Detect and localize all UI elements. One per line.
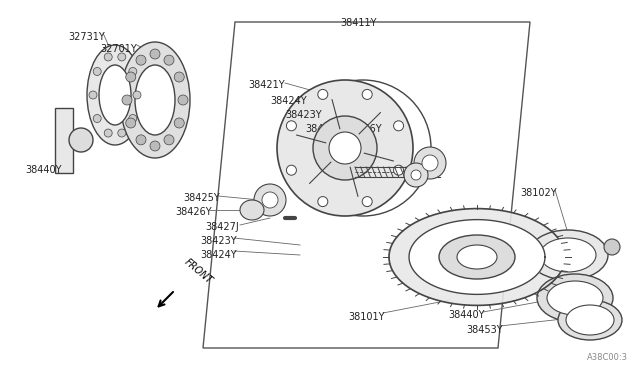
- Ellipse shape: [87, 45, 143, 145]
- Ellipse shape: [329, 132, 361, 164]
- Ellipse shape: [394, 165, 404, 175]
- Ellipse shape: [133, 91, 141, 99]
- Ellipse shape: [287, 121, 296, 131]
- Text: 38426Y: 38426Y: [345, 124, 381, 134]
- Ellipse shape: [129, 67, 137, 76]
- Ellipse shape: [93, 115, 101, 122]
- Ellipse shape: [422, 155, 438, 171]
- Ellipse shape: [118, 129, 126, 137]
- Ellipse shape: [69, 128, 93, 152]
- Text: 38425Y: 38425Y: [322, 136, 359, 146]
- Ellipse shape: [411, 170, 421, 180]
- Ellipse shape: [135, 65, 175, 135]
- Ellipse shape: [125, 72, 136, 82]
- Text: 38421Y: 38421Y: [248, 80, 285, 90]
- Polygon shape: [409, 219, 545, 294]
- Ellipse shape: [174, 72, 184, 82]
- Text: 38101Y: 38101Y: [348, 312, 385, 322]
- Ellipse shape: [118, 53, 126, 61]
- Ellipse shape: [362, 89, 372, 99]
- Ellipse shape: [129, 115, 137, 122]
- Ellipse shape: [150, 141, 160, 151]
- Bar: [55, 108, 73, 173]
- Ellipse shape: [254, 184, 286, 216]
- Text: 38427J: 38427J: [205, 222, 239, 232]
- Ellipse shape: [120, 42, 190, 158]
- Text: A38C00:3: A38C00:3: [587, 353, 628, 362]
- Ellipse shape: [414, 147, 446, 179]
- Text: 32731Y: 32731Y: [68, 32, 105, 42]
- Ellipse shape: [566, 305, 614, 335]
- Ellipse shape: [164, 55, 174, 65]
- Ellipse shape: [457, 245, 497, 269]
- Ellipse shape: [104, 53, 112, 61]
- Text: 32701Y: 32701Y: [100, 44, 137, 54]
- Ellipse shape: [318, 196, 328, 206]
- Ellipse shape: [150, 49, 160, 59]
- Ellipse shape: [318, 89, 328, 99]
- Ellipse shape: [125, 118, 136, 128]
- Polygon shape: [389, 209, 565, 305]
- Ellipse shape: [394, 121, 404, 131]
- Text: 38440Y: 38440Y: [25, 165, 61, 175]
- Ellipse shape: [558, 300, 622, 340]
- Ellipse shape: [178, 95, 188, 105]
- Ellipse shape: [404, 163, 428, 187]
- Text: 38423Y: 38423Y: [285, 110, 322, 120]
- Ellipse shape: [262, 192, 278, 208]
- Ellipse shape: [174, 118, 184, 128]
- Text: 38427Y: 38427Y: [305, 124, 342, 134]
- Ellipse shape: [540, 238, 596, 272]
- Text: 38423Y: 38423Y: [200, 236, 237, 246]
- Ellipse shape: [313, 116, 377, 180]
- Ellipse shape: [99, 65, 131, 125]
- Text: 38424Y: 38424Y: [270, 96, 307, 106]
- Text: FRONT: FRONT: [182, 257, 214, 286]
- Text: 38102Y: 38102Y: [520, 188, 557, 198]
- Text: 38425Y: 38425Y: [183, 193, 220, 203]
- Ellipse shape: [547, 281, 603, 315]
- Text: 38426Y: 38426Y: [175, 207, 212, 217]
- Ellipse shape: [93, 67, 101, 76]
- Ellipse shape: [136, 135, 146, 145]
- Ellipse shape: [287, 165, 296, 175]
- Ellipse shape: [122, 95, 132, 105]
- Ellipse shape: [240, 200, 264, 220]
- Text: 38453Y: 38453Y: [466, 325, 502, 335]
- Ellipse shape: [362, 196, 372, 206]
- Text: 38411Y: 38411Y: [340, 18, 376, 28]
- Ellipse shape: [537, 274, 613, 322]
- Ellipse shape: [604, 239, 620, 255]
- Ellipse shape: [439, 235, 515, 279]
- Ellipse shape: [528, 230, 608, 280]
- Text: 38440Y: 38440Y: [448, 310, 484, 320]
- Ellipse shape: [104, 129, 112, 137]
- Ellipse shape: [136, 55, 146, 65]
- Ellipse shape: [164, 135, 174, 145]
- Text: 38424Y: 38424Y: [200, 250, 237, 260]
- Ellipse shape: [89, 91, 97, 99]
- Ellipse shape: [277, 80, 413, 216]
